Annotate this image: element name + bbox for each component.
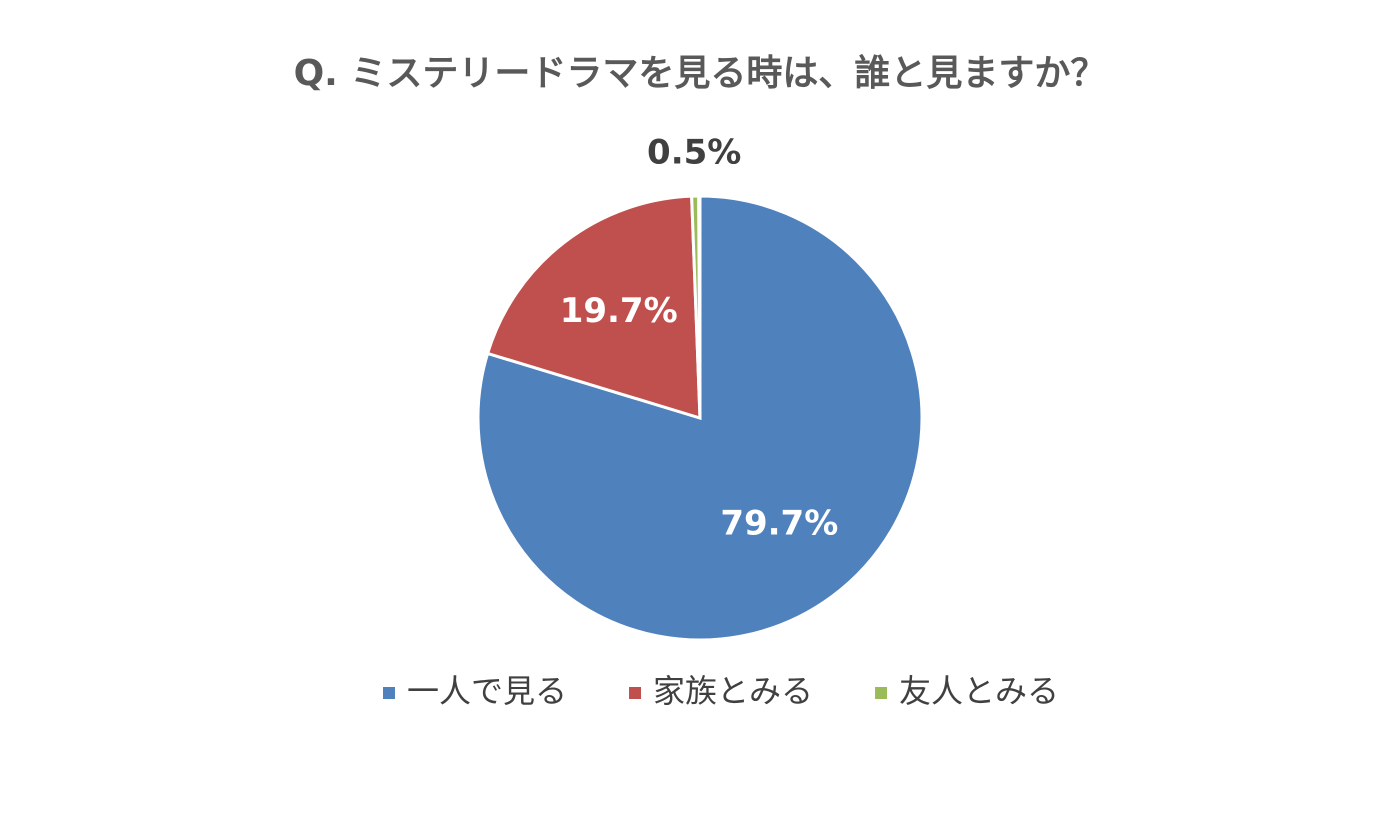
legend-swatch: [383, 687, 395, 699]
legend-label: 家族とみる: [653, 672, 813, 710]
data-label: 19.7%: [560, 291, 678, 331]
legend-swatch: [875, 687, 888, 699]
legend-label: 友人とみる: [899, 672, 1059, 710]
data-label: 0.5%: [647, 133, 741, 173]
legend-label: 一人で見る: [407, 672, 567, 710]
data-label: 79.7%: [720, 504, 838, 544]
pie-slice: [690, 194, 702, 419]
legend-swatch: [629, 687, 642, 699]
pie-slice: [485, 194, 702, 421]
chart-title: Q. ミステリードラマを見る時は、誰と見ますか？: [294, 53, 1107, 94]
